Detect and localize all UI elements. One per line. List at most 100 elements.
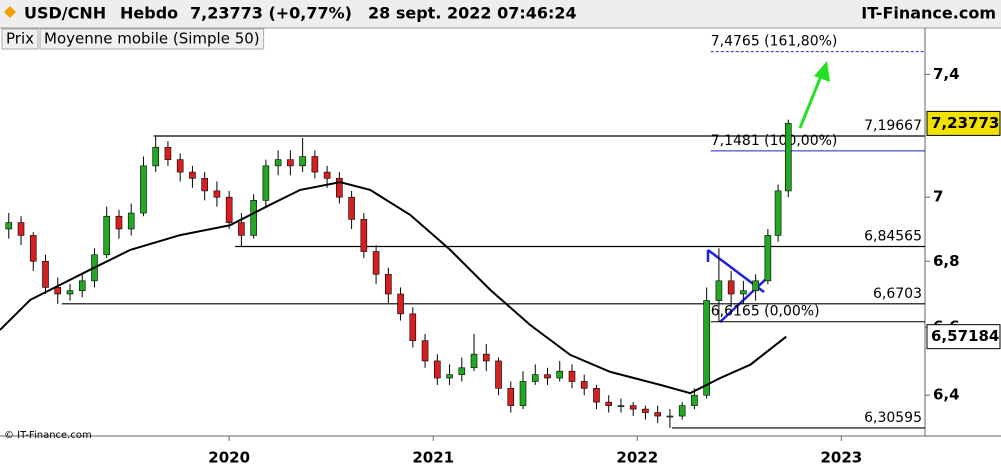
- period: Hebdo: [120, 4, 178, 23]
- candle-body: [287, 159, 294, 167]
- level-label: 6,6703: [873, 286, 922, 302]
- level-label: 7,19667: [864, 118, 922, 134]
- y-tick-label: 6,4: [933, 386, 960, 404]
- candle-body: [531, 374, 539, 382]
- candle-body: [629, 405, 637, 410]
- candle-body: [740, 290, 747, 295]
- candle-body: [127, 212, 135, 230]
- candle-body: [372, 251, 380, 275]
- candle-body: [54, 287, 62, 295]
- y-tick-label: 7,4: [933, 65, 960, 83]
- x-tick-label: 2022: [616, 449, 658, 467]
- candle-body: [654, 412, 661, 417]
- candle-body: [250, 200, 257, 236]
- candle-body: [140, 165, 147, 214]
- x-tick-label: 2020: [208, 449, 250, 467]
- x-tick-label: 2021: [412, 449, 454, 467]
- candle-body: [715, 280, 723, 301]
- price-tag: [926, 110, 1001, 136]
- legend-label: Moyenne mobile (Simple 50): [44, 30, 260, 48]
- candle-body: [617, 405, 625, 407]
- candle-body: [446, 374, 453, 379]
- candle-body: [17, 222, 25, 236]
- candle-body: [225, 196, 233, 223]
- candle-body: [544, 374, 551, 379]
- arrow-head: [814, 61, 830, 82]
- candle-body: [666, 415, 674, 418]
- candle-body: [238, 222, 245, 236]
- candle-body: [103, 215, 111, 256]
- candle-body: [213, 190, 221, 198]
- candle-body: [421, 340, 429, 362]
- candle-body: [642, 408, 649, 413]
- header-diamond: [4, 6, 16, 18]
- candle-body: [323, 171, 331, 179]
- candle-body: [42, 260, 49, 288]
- candle-body: [507, 388, 515, 406]
- datetime: 28 sept. 2022 07:46:24: [368, 4, 577, 23]
- symbol: USD/CNH: [24, 4, 106, 23]
- quote: 7,23773 (+0,77%): [190, 4, 352, 23]
- candle-body: [336, 178, 343, 198]
- candle-body: [29, 235, 37, 262]
- footer: © IT-Finance.com: [4, 430, 92, 441]
- candle-body: [189, 171, 196, 179]
- candle-body: [397, 293, 404, 315]
- level-label: 6,30595: [864, 410, 922, 426]
- price-tag-label: 6,57184: [931, 327, 999, 345]
- candle-body: [385, 273, 392, 295]
- header-bar: [0, 0, 1001, 28]
- candle-body: [409, 313, 417, 341]
- legend-box: [1, 28, 39, 50]
- level-label: 6,84565: [864, 228, 922, 244]
- candle-body: [348, 196, 355, 220]
- candle-body: [152, 146, 159, 167]
- candle-body: [274, 159, 282, 167]
- candle-body: [764, 235, 772, 282]
- y-tick-label: 6,8: [933, 252, 960, 270]
- candle-body: [115, 215, 123, 230]
- icon: [4, 6, 16, 18]
- legend-box: [39, 28, 265, 50]
- candle-body: [678, 405, 686, 417]
- candle-body: [201, 178, 208, 192]
- y-tick-label: 7: [933, 188, 943, 206]
- candle-body: [784, 123, 792, 192]
- candle-body: [458, 367, 466, 375]
- legend-label: Prix: [6, 30, 34, 48]
- arrow-shaft: [798, 75, 823, 129]
- candle-body: [556, 370, 564, 379]
- candle-body: [78, 280, 86, 291]
- candle-body: [164, 146, 172, 160]
- candle-body: [360, 219, 368, 252]
- fibonacci-label: 7,1481 (100,00%): [711, 133, 838, 149]
- candle-body: [593, 388, 600, 403]
- moving-average: [0, 181, 787, 395]
- candle-body: [580, 381, 588, 389]
- candle-body: [519, 381, 527, 406]
- candle-body: [691, 394, 698, 406]
- candle-body: [703, 300, 710, 396]
- candle-body: [5, 222, 13, 230]
- arrow: [798, 61, 830, 129]
- candle-body: [262, 165, 270, 201]
- price-tag: [926, 324, 1001, 350]
- candle-body: [433, 360, 441, 379]
- candle-body: [605, 401, 613, 406]
- candle-body: [774, 190, 782, 236]
- candle-body: [568, 370, 576, 382]
- candle-body: [176, 159, 184, 173]
- legend: Prix Moyenne mobile (Simple 50): [1, 28, 265, 50]
- candle-body: [311, 156, 319, 173]
- fibonacci-label: 7,4765 (161,80%): [711, 34, 838, 50]
- candle-body: [66, 290, 74, 295]
- fibonacci-label: 6,6165 (0,00%): [711, 304, 820, 320]
- candle-body: [495, 360, 502, 389]
- x-tick-label: 2023: [820, 449, 862, 467]
- candle-body: [752, 280, 759, 291]
- brand: IT-Finance.com: [861, 4, 996, 23]
- candle-body: [299, 156, 306, 167]
- candle-body: [727, 280, 735, 295]
